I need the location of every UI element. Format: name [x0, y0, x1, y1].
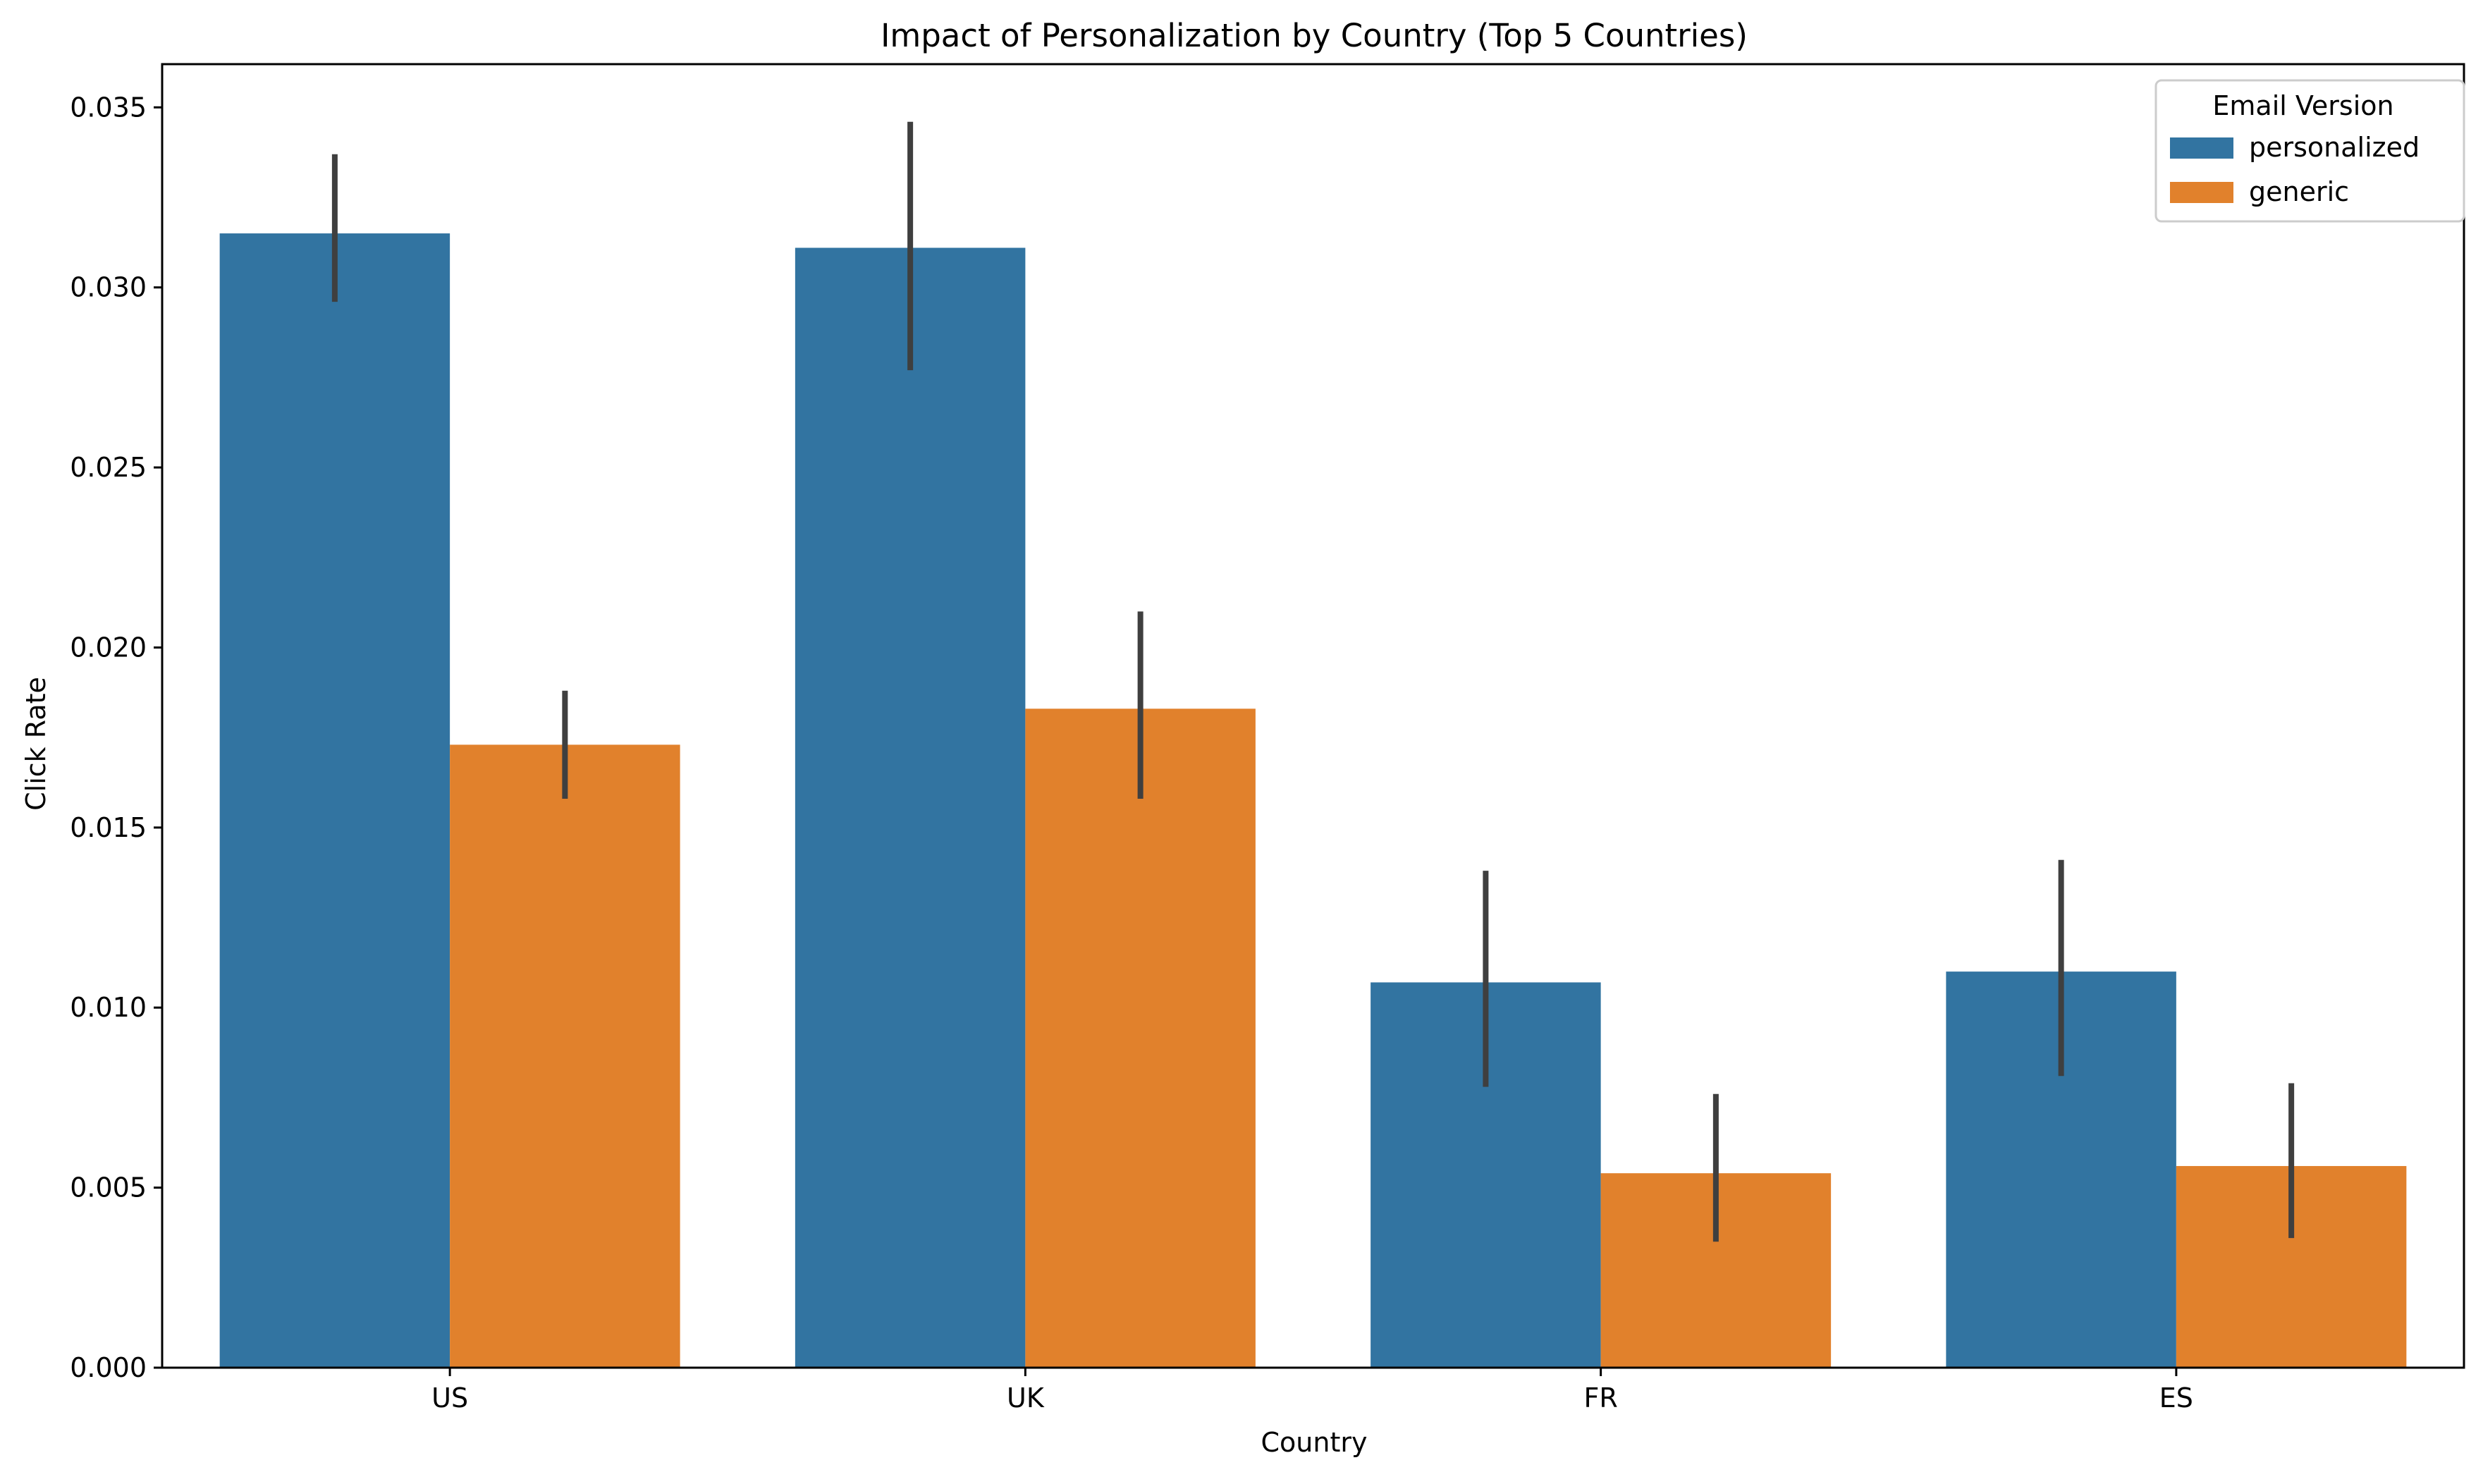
y-tick-label: 0.015: [70, 812, 147, 843]
x-tick-label: UK: [1007, 1382, 1045, 1414]
chart-title: Impact of Personalization by Country (To…: [881, 17, 1748, 54]
legend-title: Email Version: [2212, 90, 2393, 121]
x-tick-label: FR: [1583, 1382, 1617, 1414]
y-tick-label: 0.000: [70, 1352, 147, 1383]
bar-personalized-uk: [795, 247, 1026, 1368]
legend-label-personalized: personalized: [2249, 132, 2420, 163]
bar-personalized-us: [219, 233, 450, 1368]
y-tick-label: 0.010: [70, 992, 147, 1023]
y-tick-label: 0.005: [70, 1172, 147, 1203]
y-axis-label: Click Rate: [20, 677, 51, 811]
x-tick-label: ES: [2159, 1382, 2193, 1414]
y-tick-label: 0.035: [70, 92, 147, 123]
legend: Email Version personalized generic: [2154, 79, 2465, 223]
legend-swatch-generic: [2170, 182, 2233, 203]
bar-generic-uk: [1025, 709, 1256, 1368]
y-tick-label: 0.020: [70, 632, 147, 663]
y-tick-label: 0.030: [70, 272, 147, 303]
plot-frame: [161, 63, 2465, 1369]
x-tick-label: US: [431, 1382, 468, 1414]
y-tick-label: 0.025: [70, 452, 147, 483]
legend-label-generic: generic: [2249, 176, 2349, 207]
x-axis-label: Country: [1261, 1427, 1368, 1458]
bar-generic-us: [450, 744, 680, 1368]
legend-swatch-personalized: [2170, 137, 2233, 159]
